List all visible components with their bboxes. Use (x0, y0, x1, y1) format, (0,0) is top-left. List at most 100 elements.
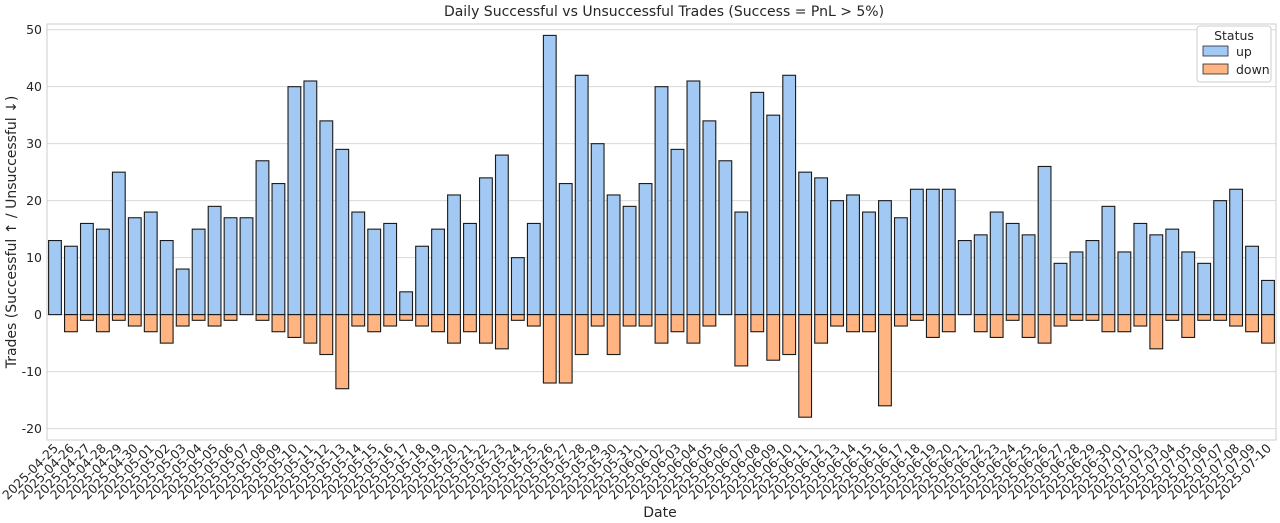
bar-down-2025-05-14 (351, 314, 366, 327)
bar-down-2025-07-01 (1117, 314, 1132, 333)
bar-down-2025-06-14 (846, 314, 860, 333)
bar-up-2025-05-11 (303, 80, 318, 316)
y-tick-label: 30 (26, 136, 42, 151)
bar-up-2025-07-04 (1165, 228, 1180, 316)
bar-down-2025-07-03 (1149, 314, 1164, 350)
bar-down-2025-05-13 (335, 314, 350, 390)
bar-down-2025-05-29 (590, 314, 605, 327)
bar-up-2025-04-27 (79, 222, 94, 316)
bar-up-2025-06-16 (878, 200, 892, 316)
bar-down-2025-06-30 (1101, 314, 1116, 333)
bar-up-2025-05-31 (622, 205, 637, 316)
bar-down-2025-05-27 (558, 314, 573, 384)
bar-down-2025-06-08 (750, 314, 765, 333)
x-axis-title: Date (643, 505, 676, 521)
y-axis-title: Trades (Successful ↑ / Unsuccessful ↓) (4, 96, 20, 370)
bar-up-2025-05-30 (606, 194, 621, 316)
bar-up-2025-06-03 (670, 148, 685, 316)
bar-up-2025-06-12 (814, 177, 829, 316)
bar-down-2025-05-10 (287, 314, 302, 338)
bar-up-2025-04-30 (127, 217, 142, 316)
bar-up-2025-06-01 (638, 183, 653, 316)
bar-down-2025-05-12 (319, 314, 334, 356)
legend-label-down: down (1236, 62, 1270, 77)
bar-down-2025-06-12 (814, 314, 829, 344)
bar-up-2025-06-05 (702, 120, 717, 316)
y-tick-label: 20 (26, 193, 42, 208)
bar-up-2025-06-27 (1053, 262, 1068, 316)
bar-up-2025-05-27 (558, 183, 573, 316)
bar-up-2025-06-22 (973, 234, 988, 316)
bar-up-2025-06-19 (925, 188, 940, 316)
bar-up-2025-05-26 (542, 34, 557, 316)
bar-down-2025-06-19 (925, 314, 940, 338)
bar-down-2025-06-28 (1069, 314, 1084, 321)
bar-up-2025-06-25 (1021, 234, 1036, 316)
bar-down-2025-06-13 (830, 314, 845, 327)
bar-down-2025-04-30 (127, 314, 142, 327)
bar-up-2025-05-10 (287, 86, 302, 316)
bar-down-2025-05-09 (271, 314, 286, 333)
bar-up-2025-06-26 (1037, 165, 1052, 316)
bar-up-2025-06-24 (1005, 222, 1020, 316)
bar-down-2025-05-23 (494, 314, 509, 350)
bar-up-2025-05-25 (526, 222, 541, 316)
bar-down-2025-06-24 (1005, 314, 1020, 321)
bar-down-2025-06-10 (782, 314, 797, 356)
bar-up-2025-06-08 (750, 91, 765, 316)
legend: Status up down (1196, 25, 1272, 83)
bar-down-2025-06-27 (1053, 314, 1068, 327)
bar-up-2025-06-15 (862, 211, 876, 316)
bar-down-2025-06-01 (638, 314, 653, 327)
bar-up-2025-06-13 (830, 200, 845, 316)
bar-down-2025-07-08 (1229, 314, 1244, 327)
x-axis-ticks: 2025-04-252025-04-262025-04-272025-04-28… (0, 440, 1274, 502)
bar-up-2025-05-08 (255, 160, 270, 316)
bar-up-2025-06-29 (1085, 239, 1100, 316)
bar-down-2025-05-15 (367, 314, 382, 333)
bar-up-2025-06-30 (1101, 205, 1116, 316)
bar-up-2025-07-01 (1117, 251, 1132, 316)
bar-up-2025-06-17 (893, 217, 908, 316)
legend-swatch-down (1202, 63, 1229, 75)
bar-down-2025-07-07 (1213, 314, 1228, 321)
bar-down-2025-05-03 (175, 314, 190, 327)
bar-down-2025-06-05 (702, 314, 717, 327)
bar-up-2025-05-13 (335, 148, 350, 316)
bar-up-2025-04-25 (48, 239, 62, 316)
bar-down-2025-06-20 (941, 314, 956, 333)
bar-up-2025-06-21 (957, 239, 972, 316)
bar-up-2025-07-02 (1133, 222, 1148, 316)
bar-down-2025-04-27 (79, 314, 94, 321)
chart-title: Daily Successful vs Unsuccessful Trades … (444, 4, 884, 20)
bar-up-2025-05-18 (415, 245, 430, 316)
bar-down-2025-07-06 (1197, 314, 1212, 321)
bar-up-2025-05-04 (191, 228, 206, 316)
bar-down-2025-06-15 (862, 314, 876, 333)
bar-up-2025-05-14 (351, 211, 366, 316)
bar-down-2025-05-16 (383, 314, 398, 327)
y-tick-label: 10 (26, 250, 42, 265)
bar-down-2025-06-02 (654, 314, 669, 344)
bar-up-2025-06-09 (766, 114, 781, 316)
bar-down-2025-05-17 (399, 314, 414, 321)
bar-down-2025-06-26 (1037, 314, 1052, 344)
bar-up-2025-06-14 (846, 194, 860, 316)
bar-down-2025-06-18 (909, 314, 924, 321)
bar-up-2025-06-07 (734, 211, 749, 316)
bar-up-2025-06-10 (782, 74, 797, 316)
bar-up-2025-07-03 (1149, 234, 1164, 316)
bar-up-2025-05-01 (143, 211, 158, 316)
bar-up-2025-05-23 (494, 154, 509, 316)
y-axis-ticks: -20 -10 0 10 20 30 40 50 (22, 22, 42, 436)
legend-swatch-up (1202, 45, 1229, 57)
bar-up-2025-07-07 (1213, 200, 1228, 316)
bar-up-2025-06-18 (909, 188, 924, 316)
bar-up-2025-05-03 (175, 268, 190, 316)
bar-up-2025-05-16 (383, 222, 398, 316)
bar-down-2025-06-22 (973, 314, 988, 333)
bar-up-2025-05-22 (478, 177, 493, 316)
bar-up-2025-05-06 (223, 217, 238, 316)
bar-down-2025-06-25 (1021, 314, 1036, 338)
bar-down-2025-05-18 (415, 314, 430, 327)
